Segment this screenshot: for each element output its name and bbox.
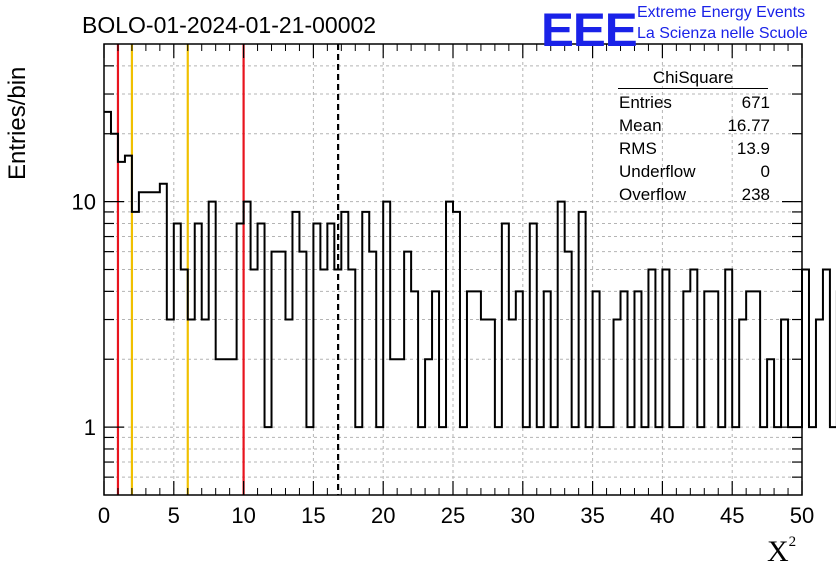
x-tick-label: 25 [441, 503, 465, 528]
histogram-step-line [104, 110, 836, 429]
y-axis-label: Entries/bin [4, 66, 31, 180]
x-tick-label: 45 [720, 503, 744, 528]
x-tick-label: 30 [511, 503, 535, 528]
x-tick-label: 5 [168, 503, 180, 528]
chart-title: BOLO-01-2024-01-21-00002 [82, 12, 377, 38]
stats-row: Overflow 238 [612, 183, 774, 206]
stats-row: Mean 16.77 [612, 114, 774, 137]
y-tick-label: 10 [72, 190, 96, 215]
stats-row: RMS 13.9 [612, 137, 774, 160]
reference-lines [116, 44, 340, 495]
stats-box-title: ChiSquare [618, 68, 768, 89]
stats-row: Underflow 0 [612, 160, 774, 183]
y-tick-label: 1 [84, 415, 96, 440]
stats-row: Entries 671 [612, 91, 774, 114]
x-tick-label: 50 [790, 503, 814, 528]
stats-value: 238 [741, 185, 770, 204]
stats-value: 13.9 [736, 139, 770, 158]
stats-label: Mean [619, 116, 662, 135]
stats-label: Underflow [619, 162, 696, 181]
eee-logo: EEE [541, 3, 638, 56]
stats-label: Entries [619, 93, 672, 112]
axis-tick-labels: 0 5 10 15 20 25 30 35 40 45 50 1 10 [72, 190, 815, 528]
x-tick-label: 15 [301, 503, 325, 528]
stats-value: 671 [741, 93, 770, 112]
logo-line-2: La Scienza nelle Scuole [637, 25, 808, 42]
x-tick-label: 20 [371, 503, 395, 528]
logo-line-1: Extreme Energy Events [637, 4, 806, 21]
x-axis-label-superscript: 2 [788, 534, 797, 550]
stats-box: ChiSquare Entries 671 Mean 16.77 RMS 13.9 U… [612, 68, 774, 206]
x-axis-label-symbol: X [767, 535, 789, 568]
x-tick-label: 10 [231, 503, 255, 528]
x-tick-label: 35 [580, 503, 604, 528]
stats-label: RMS [619, 139, 657, 158]
stats-label: Overflow [619, 185, 687, 204]
x-tick-label: 0 [98, 503, 110, 528]
axis-ticks [103, 44, 803, 495]
stats-value: 0 [760, 162, 770, 181]
stats-value: 16.77 [727, 116, 770, 135]
x-tick-label: 40 [650, 503, 674, 528]
x-axis-label: X2 [767, 534, 797, 569]
